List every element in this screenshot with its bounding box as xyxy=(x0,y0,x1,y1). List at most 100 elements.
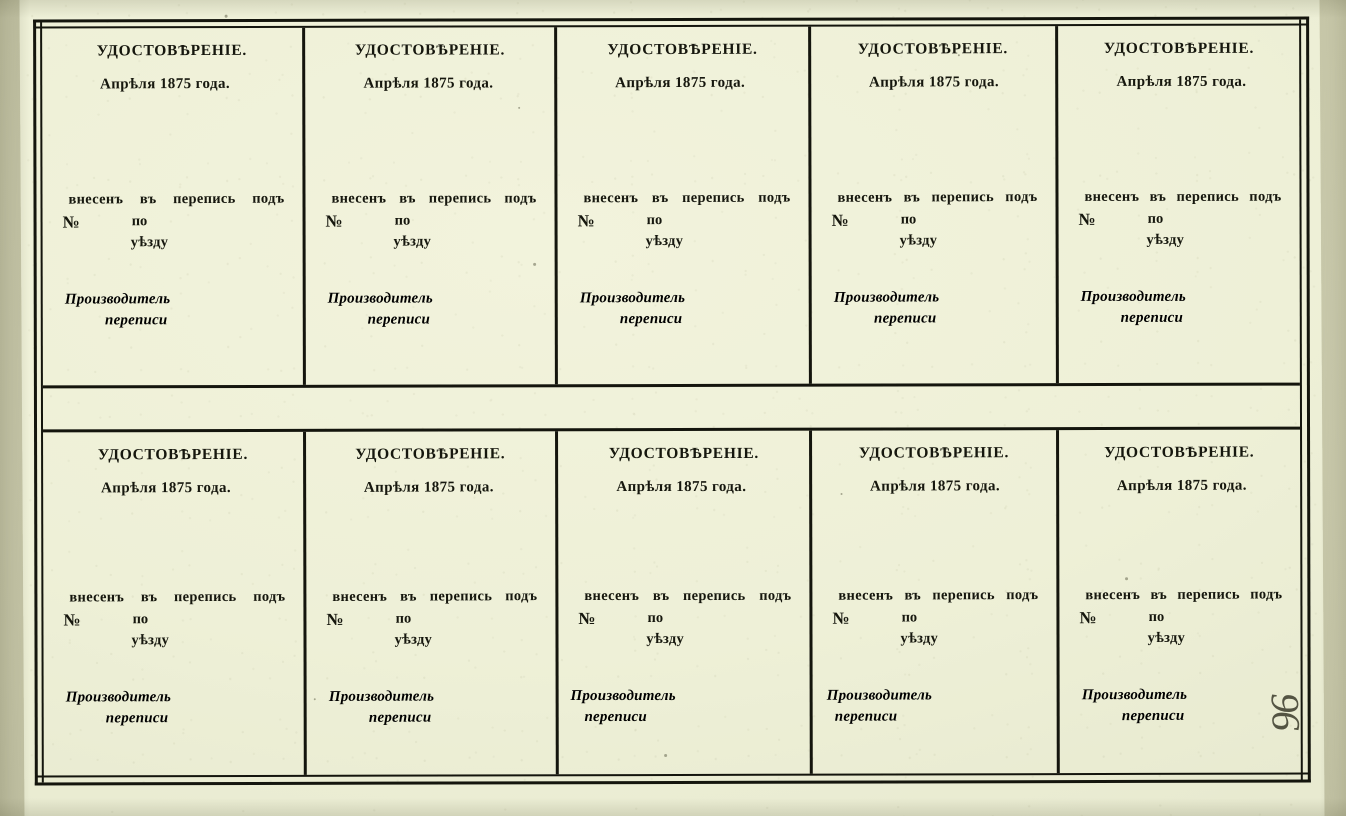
signature-line-2: переписи xyxy=(584,708,647,726)
signature-line-1: Производитель xyxy=(328,688,435,705)
signature-line-1: Производитель xyxy=(579,289,686,307)
signature-line-2: переписи xyxy=(873,310,937,327)
certificate-entry-block: внесенъ въ перепись подъ № по уѣзду xyxy=(811,189,1055,250)
entry-word-perepis: перепись xyxy=(428,190,492,207)
census-officer-signature-label: Производитель переписи xyxy=(307,688,556,727)
numero-and-po-line: № по xyxy=(43,213,303,232)
entry-word-perepis: перепись xyxy=(682,189,745,206)
entry-words-line: внесенъ въ перепись подъ xyxy=(1059,586,1300,604)
entry-word-perepis: перепись xyxy=(429,588,493,605)
census-officer-signature-label: Производитель переписи xyxy=(306,290,555,328)
numero-and-po-line: № по xyxy=(558,211,809,231)
certificate-date-line: Апрѣля 1875 года. xyxy=(870,478,1001,495)
numero-and-po-line: № по xyxy=(306,609,555,630)
scan-speck xyxy=(1125,577,1129,581)
entry-word-pod: подъ xyxy=(505,588,538,605)
entry-words-line: внесенъ въ перепись подъ xyxy=(306,190,555,207)
entry-word-perepis: перепись xyxy=(173,190,236,208)
entry-word-vnesen: внесенъ xyxy=(837,189,893,206)
entry-word-vnesen: внесенъ xyxy=(69,589,125,606)
uezd-label: уѣзду xyxy=(394,631,433,648)
entry-words-line: внесенъ въ перепись подъ xyxy=(42,191,302,209)
numero-sign: № xyxy=(832,608,850,628)
entry-word-vnesen: внесенъ xyxy=(1085,587,1141,604)
entry-word-v: въ xyxy=(903,189,921,206)
uezd-label: уѣзду xyxy=(645,232,684,250)
uezd-label: уѣзду xyxy=(646,630,685,647)
signature-line-1: Производитель xyxy=(64,291,171,308)
po-label: по xyxy=(646,212,663,229)
scan-speck xyxy=(533,262,537,266)
census-officer-signature-label: Производитель переписи xyxy=(812,289,1056,328)
certificate-date-line: Апрѣля 1875 года. xyxy=(101,479,232,497)
certificate-date-line: Апрѣля 1875 года. xyxy=(363,75,494,92)
certificate-heading: УДОСТОВѢРЕНІЕ. xyxy=(355,445,506,463)
uezd-label: уѣзду xyxy=(130,234,169,251)
entry-words-line: внесенъ въ перепись подъ xyxy=(306,588,555,606)
signature-line-1: Производитель xyxy=(1080,288,1186,305)
certificate-grid: УДОСТОВѢРЕНІЕ. Апрѣля 1875 года. внесенъ… xyxy=(33,16,1311,786)
certificate-heading: УДОСТОВѢРЕНІЕ. xyxy=(1103,39,1255,57)
handwritten-archive-number: 96 xyxy=(1261,694,1309,733)
entry-word-vnesen: внесенъ xyxy=(583,190,639,207)
entry-word-pod: подъ xyxy=(252,190,285,207)
certificate-heading: УДОСТОВѢРЕНІЕ. xyxy=(354,41,506,59)
certificate-cell-r1c3: УДОСТОВѢРЕНІЕ. Апрѣля 1875 года. внесенъ… xyxy=(557,27,809,385)
po-label: по xyxy=(1148,608,1165,625)
numero-and-po-line: № по xyxy=(306,211,555,231)
entry-word-v: въ xyxy=(400,588,417,605)
certificate-date-line: Апрѣля 1875 года. xyxy=(1116,477,1247,495)
certificate-heading: УДОСТОВѢРЕНІЕ. xyxy=(607,40,758,59)
entry-words-line: внесенъ въ перепись подъ xyxy=(811,189,1055,207)
entry-word-perepis: перепись xyxy=(932,587,995,604)
certificate-entry-block: внесенъ въ перепись подъ № по уѣзду xyxy=(557,190,808,251)
certificate-entry-block: внесенъ въ перепись подъ № по уѣзду xyxy=(306,190,555,250)
certificate-date-line: Апрѣля 1875 года. xyxy=(616,478,747,496)
certificate-cell-r2c1: УДОСТОВѢРЕНІЕ. Апрѣля 1875 года. внесенъ… xyxy=(43,432,304,776)
certificate-entry-block: внесенъ въ перепись подъ № по уѣзду xyxy=(1059,586,1300,647)
entry-word-v: въ xyxy=(140,589,158,606)
entry-word-v: въ xyxy=(1150,586,1168,603)
entry-words-line: внесенъ въ перепись подъ xyxy=(812,587,1056,605)
census-officer-signature-label: Производитель переписи xyxy=(44,689,304,728)
scan-speck xyxy=(957,54,960,57)
numero-sign: № xyxy=(326,609,344,630)
signature-line-1: Производитель xyxy=(826,687,933,704)
signature-line-1: Производитель xyxy=(833,289,940,306)
entry-word-perepis: перепись xyxy=(1177,586,1240,603)
uezd-label: уѣзду xyxy=(1146,231,1185,248)
signature-line-2: переписи xyxy=(834,708,898,725)
entry-word-vnesen: внесенъ xyxy=(838,587,894,604)
certificate-entry-block: внесенъ въ перепись подъ № по уѣзду xyxy=(1059,189,1300,249)
signature-line-1: Производитель xyxy=(1081,686,1188,704)
numero-sign: № xyxy=(63,610,81,630)
signature-line-2: переписи xyxy=(368,709,432,726)
uezd-label: уѣзду xyxy=(131,632,170,649)
certificate-date-line: Апрѣля 1875 года. xyxy=(1116,73,1247,90)
numero-sign: № xyxy=(577,211,595,231)
certificate-date-line: Апрѣля 1875 года. xyxy=(363,479,494,496)
entry-word-pod: подъ xyxy=(1005,188,1038,206)
census-officer-signature-label: Производитель переписи xyxy=(813,687,1057,726)
numero-sign: № xyxy=(325,211,343,231)
certificate-entry-block: внесенъ въ перепись подъ № по уѣзду xyxy=(43,589,303,650)
certificate-entry-block: внесенъ въ перепись подъ № по уѣзду xyxy=(42,191,302,252)
numero-sign: № xyxy=(1079,608,1097,628)
scan-speck xyxy=(313,698,316,701)
entry-word-pod: подъ xyxy=(1249,188,1282,205)
entry-word-vnesen: внесенъ xyxy=(68,191,124,208)
numero-and-po-line: № по xyxy=(812,608,1056,628)
signature-line-2: переписи xyxy=(104,312,168,329)
po-label: по xyxy=(1147,210,1164,227)
certificate-heading: УДОСТОВѢРЕНІЕ. xyxy=(608,444,759,463)
census-officer-signature-label: Производитель переписи xyxy=(558,688,809,726)
entry-word-vnesen: внесенъ xyxy=(332,588,388,605)
numero-and-po-line: № по xyxy=(558,609,809,628)
paper-sheet: УДОСТОВѢРЕНІЕ. Апрѣля 1875 года. внесенъ… xyxy=(19,0,1325,816)
entry-word-pod: подъ xyxy=(253,588,286,605)
certificate-date-line: Апрѣля 1875 года. xyxy=(615,74,746,92)
numero-and-po-line: № по xyxy=(1059,210,1300,229)
signature-line-1: Производитель xyxy=(65,689,172,706)
signature-line-2: переписи xyxy=(619,310,683,328)
